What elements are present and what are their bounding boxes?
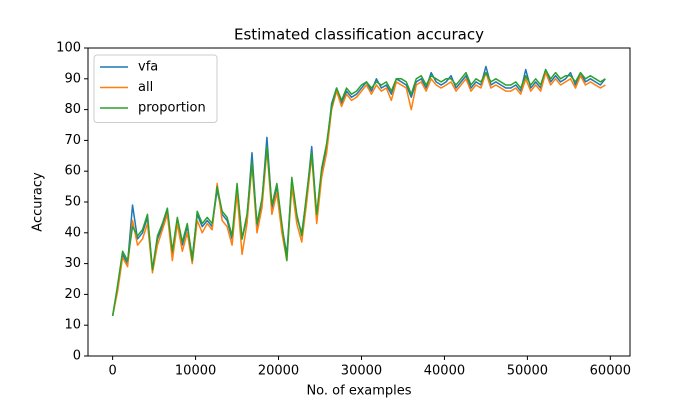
y-tick-label: 70 <box>64 133 81 148</box>
x-tick-label: 50000 <box>507 364 548 379</box>
data-line <box>111 68 606 317</box>
x-tick-label: 40000 <box>424 364 465 379</box>
y-tick-label: 10 <box>64 318 81 333</box>
y-tick-label: 0 <box>73 349 81 364</box>
chart-title: Estimated classification accuracy <box>234 26 484 44</box>
legend-label: all <box>138 80 153 95</box>
y-tick-label: 90 <box>64 71 81 86</box>
x-tick-label: 20000 <box>258 364 299 379</box>
x-tick-label: 0 <box>108 364 116 379</box>
y-tick-label: 30 <box>64 256 81 271</box>
y-tick-label: 20 <box>64 287 81 302</box>
y-tick-label: 40 <box>64 225 81 240</box>
y-tick-label: 50 <box>64 195 81 210</box>
plot-frame <box>87 47 631 357</box>
y-tick-label: 80 <box>64 102 81 117</box>
y-axis-label: Accuracy <box>31 172 46 232</box>
legend-label: proportion <box>138 101 206 116</box>
x-axis-label: No. of examples <box>306 384 411 399</box>
y-tick-label: 60 <box>64 164 81 179</box>
y-tick-label: 100 <box>56 41 81 56</box>
x-tick-label: 60000 <box>590 364 631 379</box>
legend-label: vfa <box>138 60 158 75</box>
x-tick-label: 30000 <box>341 364 382 379</box>
x-tick-label: 10000 <box>175 364 216 379</box>
legend-box <box>93 54 218 123</box>
